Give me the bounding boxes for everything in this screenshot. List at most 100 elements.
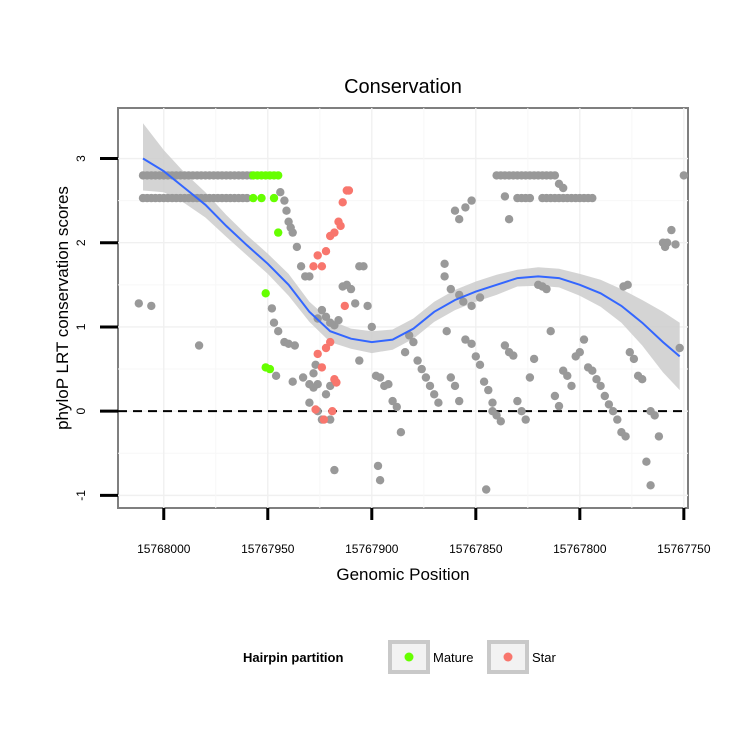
data-point-other [509,351,518,360]
legend-title: Hairpin partition [243,650,343,665]
data-point-other [600,391,609,401]
data-point-other [373,461,383,471]
data-point-star [317,262,327,271]
data-point-other [450,206,460,215]
data-point-other [484,385,493,395]
data-point-other [550,171,560,180]
data-point-other [546,327,555,336]
data-point-other [446,373,455,382]
data-point-mature [274,171,283,180]
loess-smooth-line [142,157,681,358]
data-point-other [296,262,306,271]
data-point-other [629,354,639,364]
chart-title: Conservation [344,76,462,98]
data-point-star [321,343,331,353]
data-point-star [332,378,341,387]
data-point-other [134,299,143,308]
x-tick-label: 15767900 [345,542,399,556]
data-point-other [563,371,572,380]
data-point-star [336,221,345,231]
data-point-star [311,405,320,414]
data-point-other [461,203,470,212]
data-point-other [359,262,368,271]
data-point-other [475,360,485,369]
x-tick-label: 15767800 [553,542,607,556]
legend-swatch-mature [404,652,414,662]
legend-label-mature: Mature [433,650,473,665]
data-point-other [554,401,564,411]
data-point-other [642,457,651,466]
data-point-mature [257,193,266,203]
y-tick-label: -1 [74,490,88,501]
data-point-other [288,228,297,237]
data-point-other [588,193,597,203]
data-point-other [455,396,464,406]
data-point-star [338,198,347,207]
data-point-other [288,377,297,386]
data-point-other [396,428,406,437]
data-point-mature [261,289,270,298]
data-point-other [326,415,335,424]
data-point-other [467,339,476,348]
data-point-other [500,192,510,201]
data-point-other [575,348,584,357]
data-point-other [317,305,327,315]
data-point-other [375,373,385,382]
data-point-other [467,196,476,205]
data-point-other [440,259,449,268]
data-point-mature [265,364,275,374]
x-axis: 15768000 15767950 15767900 15767850 15767800… [137,508,711,556]
legend-entry-mature: Mature [388,640,473,674]
data-point-star [319,415,329,424]
data-point-other [309,369,318,378]
data-point-other [363,301,372,311]
data-point-star [321,247,331,256]
data-point-other [671,240,680,249]
data-point-star [313,349,322,359]
data-point-other [305,272,314,281]
data-point-other [525,373,535,382]
data-point-other [567,381,576,391]
data-point-other [596,381,605,391]
data-point-other [488,398,497,407]
data-point-other [321,390,331,399]
data-point-other [675,343,684,353]
data-point-other [619,282,628,291]
data-point-other [400,348,410,357]
data-point-other [559,183,568,193]
data-point-other [292,242,302,252]
data-point-other [579,335,589,344]
data-point-other [321,312,331,321]
data-point-other [479,377,489,386]
data-point-star [344,186,354,195]
data-point-other [367,322,376,332]
y-tick-label: 3 [74,155,88,162]
data-point-star [330,228,339,237]
data-point-other [280,196,289,205]
y-axis-label: phyloP LRT conservation scores [53,186,72,430]
legend-entry-star: Star [487,640,557,674]
smooth-curve-layer [142,157,681,358]
data-point-other [269,318,279,327]
y-tick-label: 1 [74,323,88,330]
data-point-other [621,432,630,441]
legend-swatch-star [503,652,513,662]
data-point-other [384,380,393,389]
data-point-other [351,299,360,308]
data-point-other [267,304,277,313]
data-point-other [355,356,364,365]
data-point-other [330,465,339,475]
data-point-other [326,381,335,391]
data-point-other [417,364,426,374]
data-point-other [405,331,414,340]
data-point-star [326,337,335,347]
data-point-star [340,301,349,311]
data-point-other [592,375,601,384]
data-point-other [482,485,491,494]
y-axis: -1 0 1 2 3 [74,155,118,501]
data-point-other [471,352,480,361]
data-point-other [521,415,530,424]
data-point-other [588,366,597,375]
data-point-other [450,381,460,391]
data-point-other [496,417,505,426]
